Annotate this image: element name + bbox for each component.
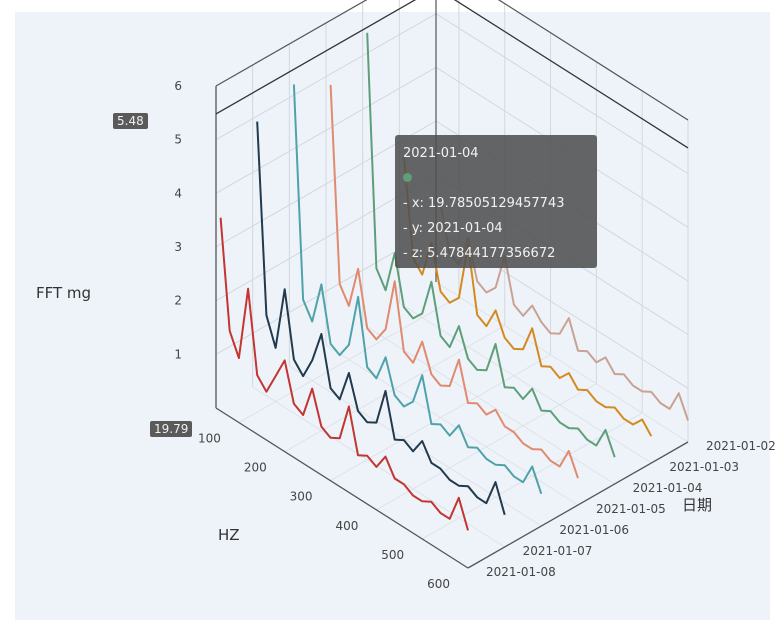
tooltip-y: - y: 2021-01-04 xyxy=(403,221,503,236)
tooltip: 2021-01-04 - x: 19.78505129457743 - y: 2… xyxy=(395,135,597,268)
x-axis-title: HZ xyxy=(218,526,240,544)
series-line-2021-01-08[interactable] xyxy=(219,217,469,531)
x-tick-label: 200 xyxy=(244,461,267,475)
x-tick-label: 400 xyxy=(335,519,358,533)
tooltip-x: - x: 19.78505129457743 xyxy=(403,196,565,211)
series-line-2021-01-02[interactable] xyxy=(439,204,689,421)
x-tick-label: 600 xyxy=(427,577,450,591)
series-line-2021-01-03[interactable] xyxy=(402,155,653,437)
pointer-line xyxy=(453,0,689,149)
tooltip-marker xyxy=(403,166,589,191)
y-tick-label: 2021-01-03 xyxy=(669,460,739,474)
z-tick-label: 5 xyxy=(174,133,182,147)
z-tick-label: 6 xyxy=(174,79,182,93)
z-axis-title: FFT mg xyxy=(36,284,91,302)
grid-line xyxy=(215,13,437,141)
z-axis-pointer-badge: 5.48 xyxy=(113,113,148,129)
z-tick-label: 2 xyxy=(174,294,182,308)
chart-series xyxy=(219,32,689,531)
y-tick-label: 2021-01-07 xyxy=(523,544,593,558)
series-line-2021-01-06[interactable] xyxy=(292,84,543,495)
y-tick-label: 2021-01-06 xyxy=(559,523,629,537)
top-edge-line xyxy=(215,0,368,87)
y-axis-line xyxy=(467,441,689,569)
x-axis-line xyxy=(215,407,469,569)
series-line-2021-01-07[interactable] xyxy=(256,121,506,516)
tooltip-title: 2021-01-04 xyxy=(403,146,479,161)
x-axis-pointer-badge: 19.79 xyxy=(150,421,193,437)
grid-line xyxy=(435,13,689,175)
grid-line xyxy=(498,0,689,121)
chart-axes xyxy=(215,0,689,569)
chart-tick-labels: 1 2 3 4 5 6 100 200 300 400 500 600 2021-01-02 2021-0… xyxy=(174,79,775,591)
tooltip-dot-icon xyxy=(403,173,412,182)
grid-line xyxy=(399,302,652,464)
y-tick-label: 2021-01-02 xyxy=(706,439,776,453)
grid-line xyxy=(215,66,437,194)
y-tick-label: 2021-01-04 xyxy=(633,481,703,495)
y-axis-title: 日期 xyxy=(682,496,712,514)
series-line-2021-01-04[interactable] xyxy=(366,32,616,458)
y-tick-label: 2021-01-05 xyxy=(596,502,666,516)
z-tick-label: 4 xyxy=(174,186,182,200)
series-line-2021-01-05[interactable] xyxy=(329,84,579,479)
x-tick-label: 100 xyxy=(198,432,221,446)
grid-line xyxy=(252,386,505,548)
top-edge-line xyxy=(497,0,689,121)
grid-line xyxy=(289,365,542,527)
z-tick-label: 1 xyxy=(174,347,182,361)
z-tick-label: 3 xyxy=(174,240,182,254)
x-tick-label: 500 xyxy=(381,548,404,562)
grid-line xyxy=(435,281,689,443)
pointer-line xyxy=(215,0,417,115)
y-tick-label: 2021-01-08 xyxy=(486,565,556,579)
tooltip-z: - z: 5.47844177356672 xyxy=(403,246,556,261)
x-tick-label: 300 xyxy=(290,490,313,504)
